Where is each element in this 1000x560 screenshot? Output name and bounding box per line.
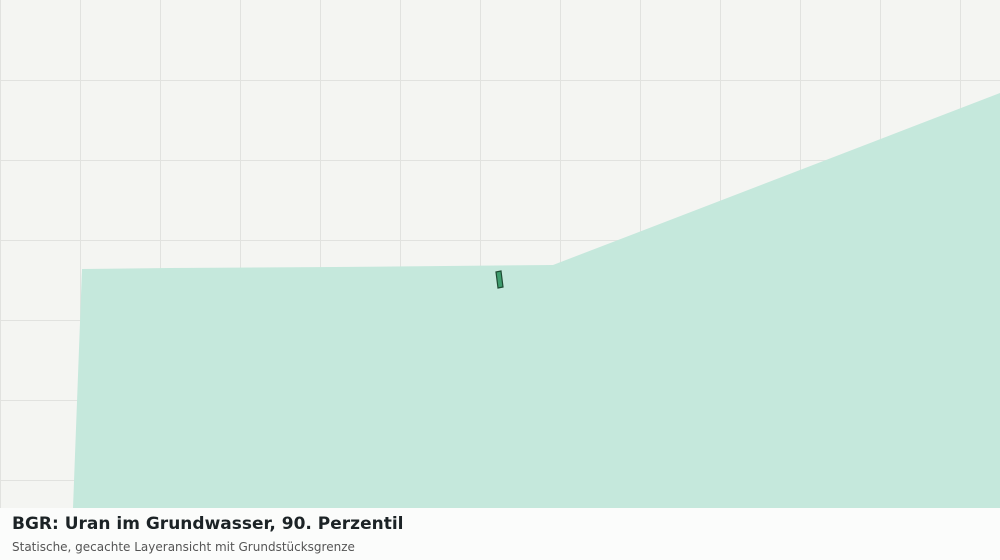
map (0, 0, 1000, 508)
caption-title: BGR: Uran im Grundwasser, 90. Perzentil (12, 514, 404, 534)
uranium-area (73, 93, 1000, 508)
caption: BGR: Uran im Grundwasser, 90. Perzentil … (0, 508, 1000, 560)
parcel-boundary (495, 270, 504, 289)
caption-subtitle: Statische, gecachte Layeransicht mit Gru… (12, 540, 355, 554)
